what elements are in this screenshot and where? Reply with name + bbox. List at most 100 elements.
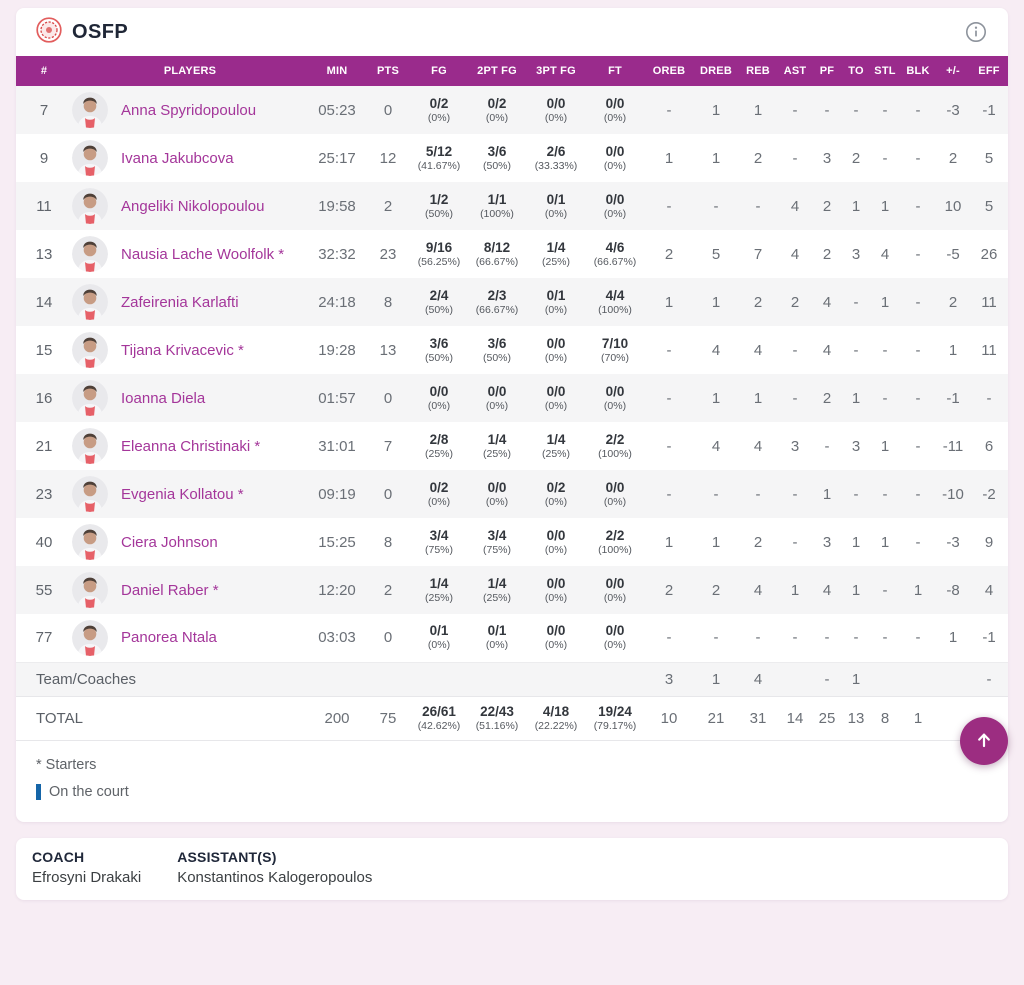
player-row: 14 Zafeirenia Karlafti 24:18 8 2/4 (50%) 2/3 (6… (16, 278, 1008, 326)
player-number: 77 (35, 629, 53, 647)
player-min: 01:57 (318, 389, 356, 407)
scroll-to-top-button[interactable] (960, 717, 1008, 765)
player-dreb: 2 (711, 581, 721, 599)
player-plusminus: 1 (948, 629, 958, 647)
team-reb: 4 (753, 670, 763, 688)
player-fg-shooting: 9/16 (56.25%) (417, 239, 461, 268)
player-ft-shooting: 7/10 (70%) (600, 335, 629, 364)
player-plusminus: -10 (942, 485, 964, 503)
player-name-link[interactable]: Ciera Johnson (121, 533, 218, 551)
player-oreb: - (666, 485, 672, 503)
player-avatar (72, 92, 108, 128)
player-oreb: 2 (664, 581, 674, 599)
team-dreb: 1 (711, 670, 721, 688)
player-plusminus: -3 (946, 101, 960, 119)
total-min: 200 (324, 709, 350, 727)
player-row: 40 Ciera Johnson 15:25 8 3/4 (75%) 3/4 (75%) 0/0… (16, 518, 1008, 566)
col-header-ast: AST (783, 65, 807, 77)
player-eff: 6 (984, 437, 994, 455)
player-pts: 13 (379, 341, 397, 359)
coach-label: COACH (32, 849, 85, 865)
player-name-link[interactable]: Ioanna Diela (121, 389, 206, 407)
player-name-link[interactable]: Tijana Krivacevic * (121, 341, 244, 359)
player-name-link[interactable]: Eleanna Christinaki * (121, 437, 261, 455)
player-min: 25:17 (318, 149, 356, 167)
player-to: - (853, 293, 859, 311)
player-eff: 4 (984, 581, 994, 599)
player-stl: - (882, 149, 888, 167)
player-stl: 1 (880, 437, 890, 455)
player-name-link[interactable]: Angeliki Nikolopoulou (121, 197, 265, 215)
player-name-link[interactable]: Ivana Jakubcova (121, 149, 234, 167)
player-pf: 1 (822, 485, 832, 503)
info-icon[interactable] (964, 20, 988, 44)
player-number: 21 (35, 437, 53, 455)
player-min: 12:20 (318, 581, 356, 599)
player-name-link[interactable]: Anna Spyridopoulou (121, 101, 257, 119)
player-reb: - (755, 629, 761, 647)
on-court-note: On the court (36, 783, 988, 800)
player-pf: - (824, 437, 830, 455)
player-pts: 0 (383, 485, 393, 503)
player-ast: 4 (790, 197, 800, 215)
player-fg3-shooting: 0/0 (0%) (544, 527, 568, 556)
player-pf: 2 (822, 245, 832, 263)
player-name-link[interactable]: Panorea Ntala (121, 629, 217, 647)
player-to: 3 (851, 245, 861, 263)
player-oreb: 1 (664, 149, 674, 167)
player-pts: 2 (383, 581, 393, 599)
player-eff: -1 (982, 101, 996, 119)
player-fg-shooting: 5/12 (41.67%) (417, 143, 461, 172)
player-plusminus: -3 (946, 533, 960, 551)
player-fg2-shooting: 1/4 (25%) (482, 431, 511, 460)
col-header-oreb: OREB (652, 65, 686, 77)
player-to: 1 (851, 389, 861, 407)
player-dreb: 4 (711, 341, 721, 359)
player-dreb: 1 (711, 293, 721, 311)
player-oreb: 2 (664, 245, 674, 263)
team-blk (900, 662, 936, 696)
player-min: 24:18 (318, 293, 356, 311)
player-reb: - (755, 485, 761, 503)
player-name-link[interactable]: Zafeirenia Karlafti (121, 293, 239, 311)
player-number: 55 (35, 581, 53, 599)
player-ft-shooting: 0/0 (0%) (603, 575, 627, 604)
player-min: 19:58 (318, 197, 356, 215)
col-header-pts: PTS (377, 65, 399, 77)
box-score-card: OSFP # PLAYERS MIN PTS FG 2PT FG 3PT FG FT OREB D… (16, 8, 1008, 822)
arrow-up-icon (974, 730, 994, 753)
player-stl: - (882, 581, 888, 599)
player-ast: - (792, 629, 798, 647)
player-dreb: 1 (711, 101, 721, 119)
player-name-link[interactable]: Nausia Lache Woolfolk * (121, 245, 285, 263)
col-header-2ptfg: 2PT FG (477, 65, 517, 77)
player-ft-shooting: 0/0 (0%) (603, 191, 627, 220)
total-pts: 75 (379, 709, 397, 727)
player-pts: 12 (379, 149, 397, 167)
player-name-link[interactable]: Evgenia Kollatou * (121, 485, 244, 503)
player-fg2-shooting: 3/6 (50%) (482, 335, 511, 364)
player-plusminus: 1 (948, 341, 958, 359)
col-header-reb: REB (746, 65, 770, 77)
player-fg-shooting: 2/8 (25%) (424, 431, 453, 460)
player-fg2-shooting: 8/12 (66.67%) (475, 239, 519, 268)
player-ast: 1 (790, 581, 800, 599)
player-fg3-shooting: 0/0 (0%) (544, 95, 568, 124)
team-header: OSFP (36, 16, 128, 48)
player-min: 15:25 (318, 533, 356, 551)
player-eff: -2 (982, 485, 996, 503)
player-ft-shooting: 2/2 (100%) (598, 527, 632, 556)
player-oreb: - (666, 629, 672, 647)
player-pf: - (824, 101, 830, 119)
player-reb: 2 (753, 293, 763, 311)
player-oreb: - (666, 389, 672, 407)
player-row: 77 Panorea Ntala 03:03 0 0/1 (0%) 0/1 (0%) 0/0 (0… (16, 614, 1008, 662)
player-min: 09:19 (318, 485, 356, 503)
player-to: 3 (851, 437, 861, 455)
player-oreb: 1 (664, 293, 674, 311)
player-ft-shooting: 4/4 (100%) (598, 287, 632, 316)
player-eff: 26 (980, 245, 998, 263)
player-name-link[interactable]: Daniel Raber * (121, 581, 219, 599)
player-to: - (853, 341, 859, 359)
player-number: 14 (35, 293, 53, 311)
